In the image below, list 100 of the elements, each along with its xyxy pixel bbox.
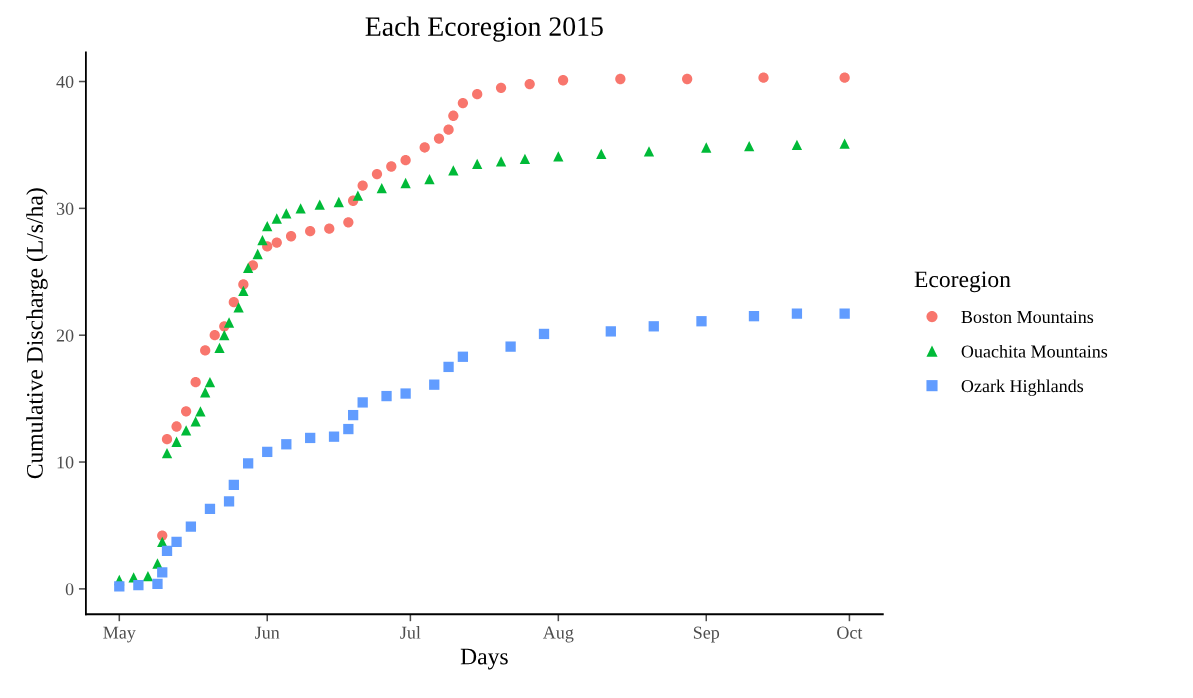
point <box>209 330 220 341</box>
point <box>152 578 163 589</box>
x-tick-label: Aug <box>542 626 574 643</box>
point <box>615 73 626 85</box>
y-tick-label: 10 <box>57 456 74 469</box>
point <box>419 142 430 153</box>
y-tick-label: 40 <box>56 75 74 88</box>
point <box>386 161 397 172</box>
legend-title: Ecoregion <box>914 271 1011 293</box>
point <box>839 138 850 149</box>
point <box>791 139 803 151</box>
point <box>238 285 249 296</box>
point <box>233 302 244 313</box>
point <box>161 434 173 445</box>
point <box>371 168 383 180</box>
point <box>448 110 459 121</box>
point <box>271 213 282 224</box>
point <box>343 423 354 435</box>
point <box>524 78 535 90</box>
x-tick-label: Oct <box>837 626 863 639</box>
point <box>271 237 282 248</box>
point <box>200 345 211 356</box>
point <box>214 342 225 354</box>
point <box>696 316 707 327</box>
point <box>180 425 192 436</box>
point <box>204 376 216 388</box>
point <box>242 262 254 274</box>
point <box>295 203 306 214</box>
point <box>200 387 211 398</box>
point <box>596 148 607 159</box>
point <box>257 234 268 246</box>
y-tick-label: 30 <box>56 202 74 215</box>
point <box>538 328 550 340</box>
point <box>648 321 659 332</box>
point <box>281 439 292 450</box>
point <box>305 226 316 237</box>
point <box>195 406 206 417</box>
point <box>204 503 216 515</box>
point <box>190 376 201 388</box>
point <box>553 151 564 162</box>
point <box>605 326 616 337</box>
point <box>519 153 531 165</box>
point <box>682 73 693 85</box>
point <box>142 571 154 582</box>
point <box>433 133 445 144</box>
point <box>495 156 507 167</box>
point <box>171 421 182 432</box>
point <box>157 567 168 578</box>
chart-title: Each Ecoregion 2015 <box>365 16 603 42</box>
point <box>171 536 182 548</box>
point <box>472 89 483 100</box>
x-tick-label: Jul <box>400 626 421 639</box>
point <box>161 448 173 459</box>
point <box>643 146 655 157</box>
point <box>157 536 168 548</box>
point <box>557 75 569 86</box>
legend-label: Ouachita Mountains <box>961 344 1108 358</box>
point <box>324 223 335 234</box>
point <box>443 124 454 135</box>
point <box>424 174 435 185</box>
point <box>190 416 201 427</box>
point <box>228 479 239 491</box>
point <box>457 351 469 362</box>
point <box>839 308 850 319</box>
point <box>457 97 469 109</box>
point <box>185 521 197 532</box>
point <box>429 379 440 390</box>
x-axis-title: Days <box>460 648 508 670</box>
point <box>314 199 325 210</box>
point <box>357 397 368 408</box>
point <box>791 308 803 319</box>
point <box>352 190 364 201</box>
x-tick-label: Sep <box>693 626 720 643</box>
point <box>161 545 173 556</box>
point <box>114 581 125 592</box>
x-tick-label: May <box>103 626 136 643</box>
point <box>400 177 411 189</box>
point <box>839 72 850 83</box>
point <box>223 496 235 507</box>
point <box>357 180 368 191</box>
point <box>285 231 297 242</box>
point <box>443 361 454 373</box>
point <box>228 297 239 308</box>
legend-label: Ozark Highlands <box>961 379 1084 396</box>
point <box>744 141 755 152</box>
point <box>505 341 516 352</box>
y-tick-label: 0 <box>65 583 74 596</box>
point <box>376 182 387 194</box>
point <box>381 390 392 402</box>
point <box>328 431 340 442</box>
point <box>180 406 192 417</box>
x-tick-label: Jun <box>255 626 280 639</box>
point <box>171 436 182 447</box>
y-tick-label: 20 <box>56 329 74 342</box>
point <box>347 409 359 421</box>
point <box>400 155 411 166</box>
point <box>223 317 235 328</box>
point <box>748 311 760 322</box>
point <box>262 220 273 232</box>
point <box>448 165 459 176</box>
